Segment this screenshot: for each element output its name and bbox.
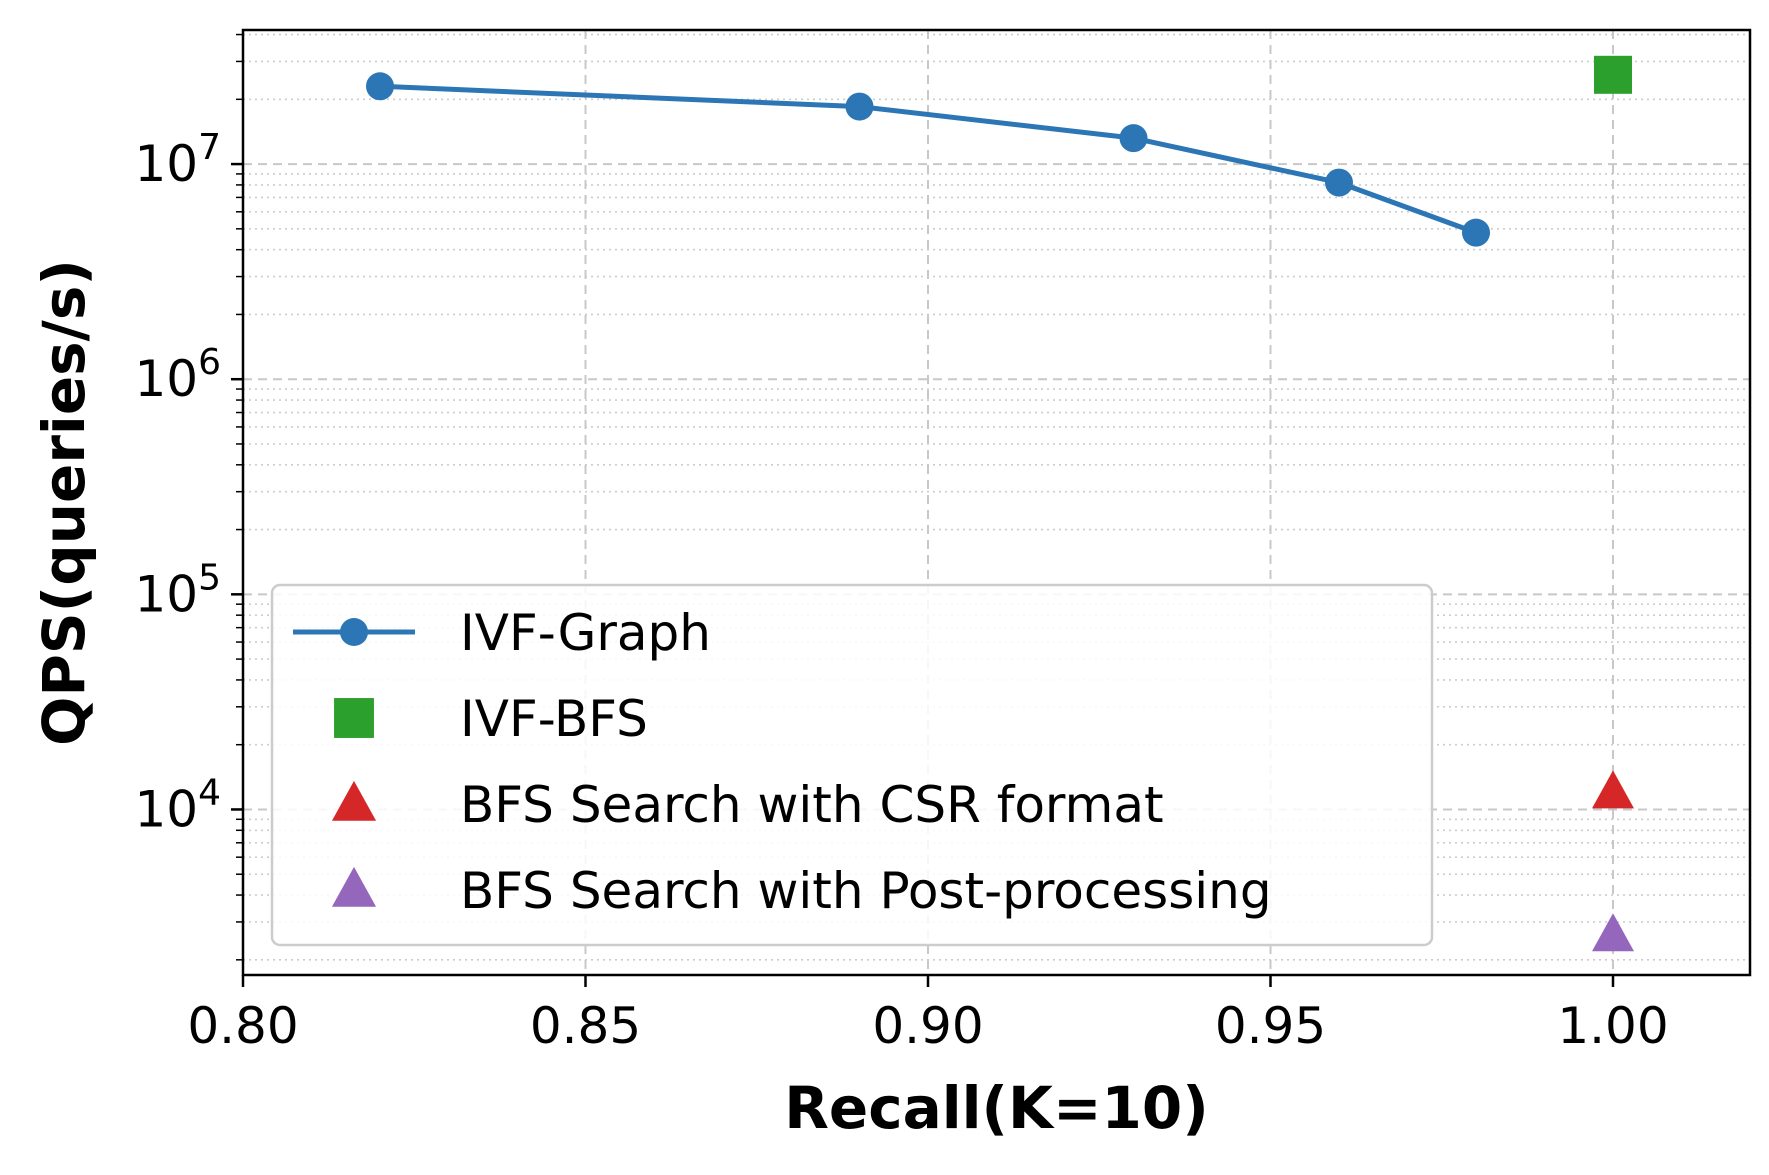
legend-label: IVF-BFS — [460, 690, 648, 748]
y-tick-label: 105 — [134, 557, 221, 623]
data-point — [845, 92, 874, 121]
data-point — [366, 72, 394, 101]
y-tick-label: 104 — [134, 772, 221, 838]
legend-box — [270, 583, 1434, 947]
legend-marker — [331, 866, 377, 907]
legend-entry: IVF-Graph — [293, 604, 711, 662]
data-point — [1594, 55, 1632, 94]
x-tick-label: 0.90 — [872, 997, 983, 1055]
data-point — [1592, 913, 1634, 952]
legend-label: IVF-Graph — [460, 604, 711, 662]
data-point — [1592, 770, 1634, 809]
y-tick-label: 106 — [134, 342, 221, 408]
x-tick-label: 1.00 — [1557, 997, 1668, 1055]
x-axis-title: Recall(K=10) — [784, 1074, 1209, 1142]
legend-entry: IVF-BFS — [334, 690, 648, 748]
legend-label: BFS Search with CSR format — [460, 776, 1164, 834]
plot-area-frame — [241, 28, 1752, 977]
x-tick-label: 0.95 — [1215, 997, 1326, 1055]
y-tick-label: 107 — [134, 127, 221, 193]
series-2 — [1592, 770, 1634, 809]
series-0 — [366, 72, 1490, 247]
legend: IVF-Graph IVF-BFS BFS Search with CSR form… — [270, 583, 1434, 947]
series-3 — [1592, 913, 1634, 952]
x-tick-label: 0.85 — [530, 997, 641, 1055]
legend-entry: BFS Search with CSR format — [331, 776, 1164, 834]
series-1 — [1594, 55, 1632, 94]
legend-marker — [331, 780, 377, 821]
x-tick-label: 0.80 — [187, 997, 298, 1055]
legend-label: BFS Search with Post-processing — [460, 862, 1272, 920]
data-point — [1462, 218, 1490, 247]
y-axis-title: QPS(queries/s) — [30, 259, 98, 746]
data-point — [1325, 168, 1353, 197]
legend-marker — [340, 618, 368, 646]
data-series — [366, 55, 1634, 952]
legend-entry: BFS Search with Post-processing — [331, 862, 1272, 920]
data-point — [1119, 124, 1148, 153]
axis-ticks: 104 105 106 107 0.80 0.85 0.90 0.95 1.00 — [134, 33, 1669, 1055]
legend-marker — [334, 698, 374, 738]
